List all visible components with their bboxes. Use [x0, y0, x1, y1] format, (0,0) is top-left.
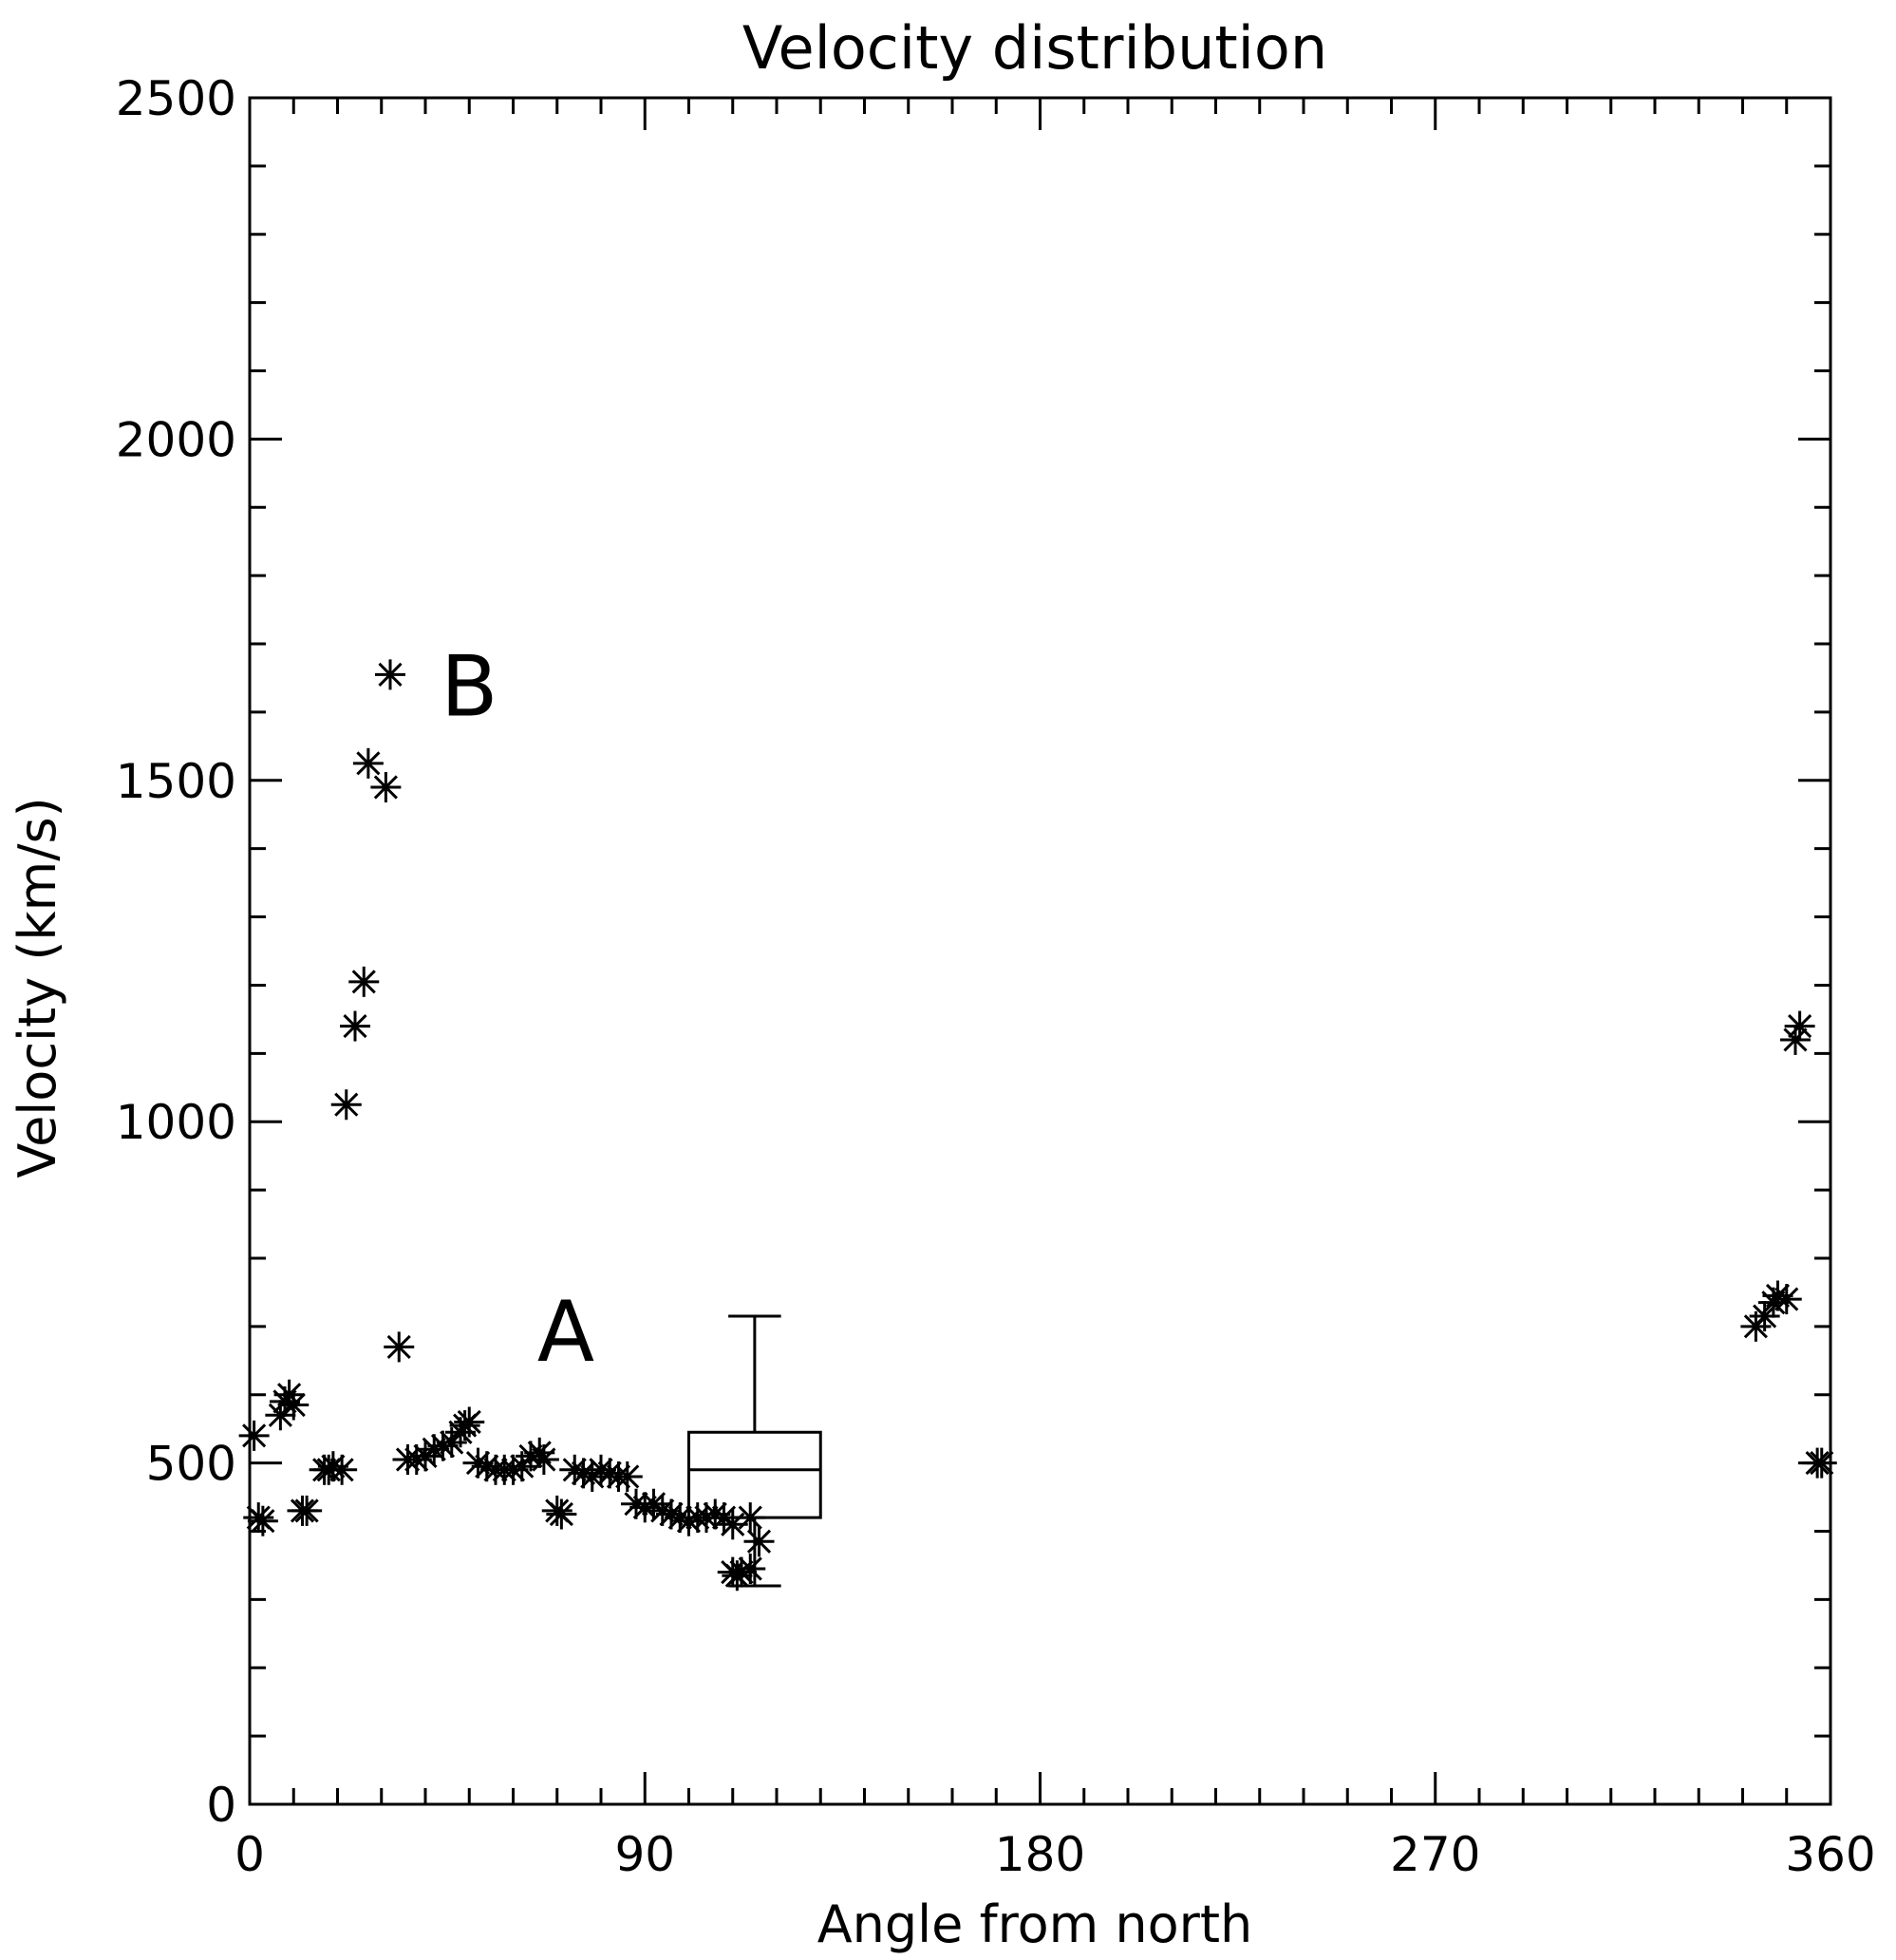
data-point	[278, 1389, 310, 1421]
data-point	[1784, 1010, 1815, 1042]
x-tick-label: 180	[995, 1827, 1085, 1882]
data-point	[516, 1441, 546, 1472]
y-tick-label: 500	[146, 1437, 236, 1492]
data-point	[370, 771, 402, 802]
tick-labels: 0 90 180 270 360 0 500 1000 1500 2000 2500	[116, 71, 1876, 1882]
data-point	[340, 1010, 370, 1042]
data-point	[735, 1502, 766, 1534]
y-axis-label: Velocity (km/s)	[8, 797, 67, 1178]
data-point	[743, 1526, 775, 1557]
data-point	[247, 1505, 278, 1536]
data-point	[330, 1089, 362, 1121]
data-point	[427, 1430, 459, 1461]
x-tick-label: 90	[614, 1827, 675, 1882]
data-point	[559, 1454, 591, 1485]
y-tick-label: 2000	[116, 412, 236, 467]
data-point	[291, 1495, 323, 1526]
y-tick-label: 0	[206, 1778, 236, 1833]
x-tick-label: 360	[1785, 1827, 1875, 1882]
data-point	[528, 1444, 559, 1476]
data-point	[611, 1461, 643, 1492]
data-point	[1806, 1447, 1837, 1479]
data-point	[375, 659, 405, 690]
data-point	[454, 1406, 485, 1438]
data-point	[726, 1556, 757, 1588]
data-point	[1771, 1284, 1802, 1315]
y-tick-label: 2500	[116, 71, 236, 126]
x-tick-label: 0	[235, 1827, 265, 1882]
y-tick-label: 1000	[116, 1095, 236, 1150]
data-point	[238, 1420, 270, 1451]
data-point	[1780, 1024, 1811, 1055]
box-iqr	[687, 1430, 822, 1519]
chart-title: Velocity distribution	[742, 13, 1327, 83]
y-tick-label: 1500	[116, 754, 236, 809]
data-point	[384, 1331, 415, 1363]
x-tick-label: 270	[1390, 1827, 1480, 1882]
data-point	[546, 1498, 577, 1530]
data-point	[1749, 1301, 1780, 1332]
data-points	[238, 659, 1837, 1592]
data-point	[735, 1554, 766, 1585]
data-point	[327, 1454, 358, 1485]
axis-ticks	[248, 96, 1832, 1806]
annotation-a: A	[537, 1283, 594, 1381]
annotation-b: B	[441, 638, 497, 736]
x-axis-label: Angle from north	[817, 1894, 1253, 1954]
annotations: AB	[441, 638, 594, 1381]
data-point	[497, 1454, 529, 1485]
data-point	[348, 966, 380, 997]
data-point	[352, 747, 384, 779]
plot-frame	[248, 96, 1832, 1806]
